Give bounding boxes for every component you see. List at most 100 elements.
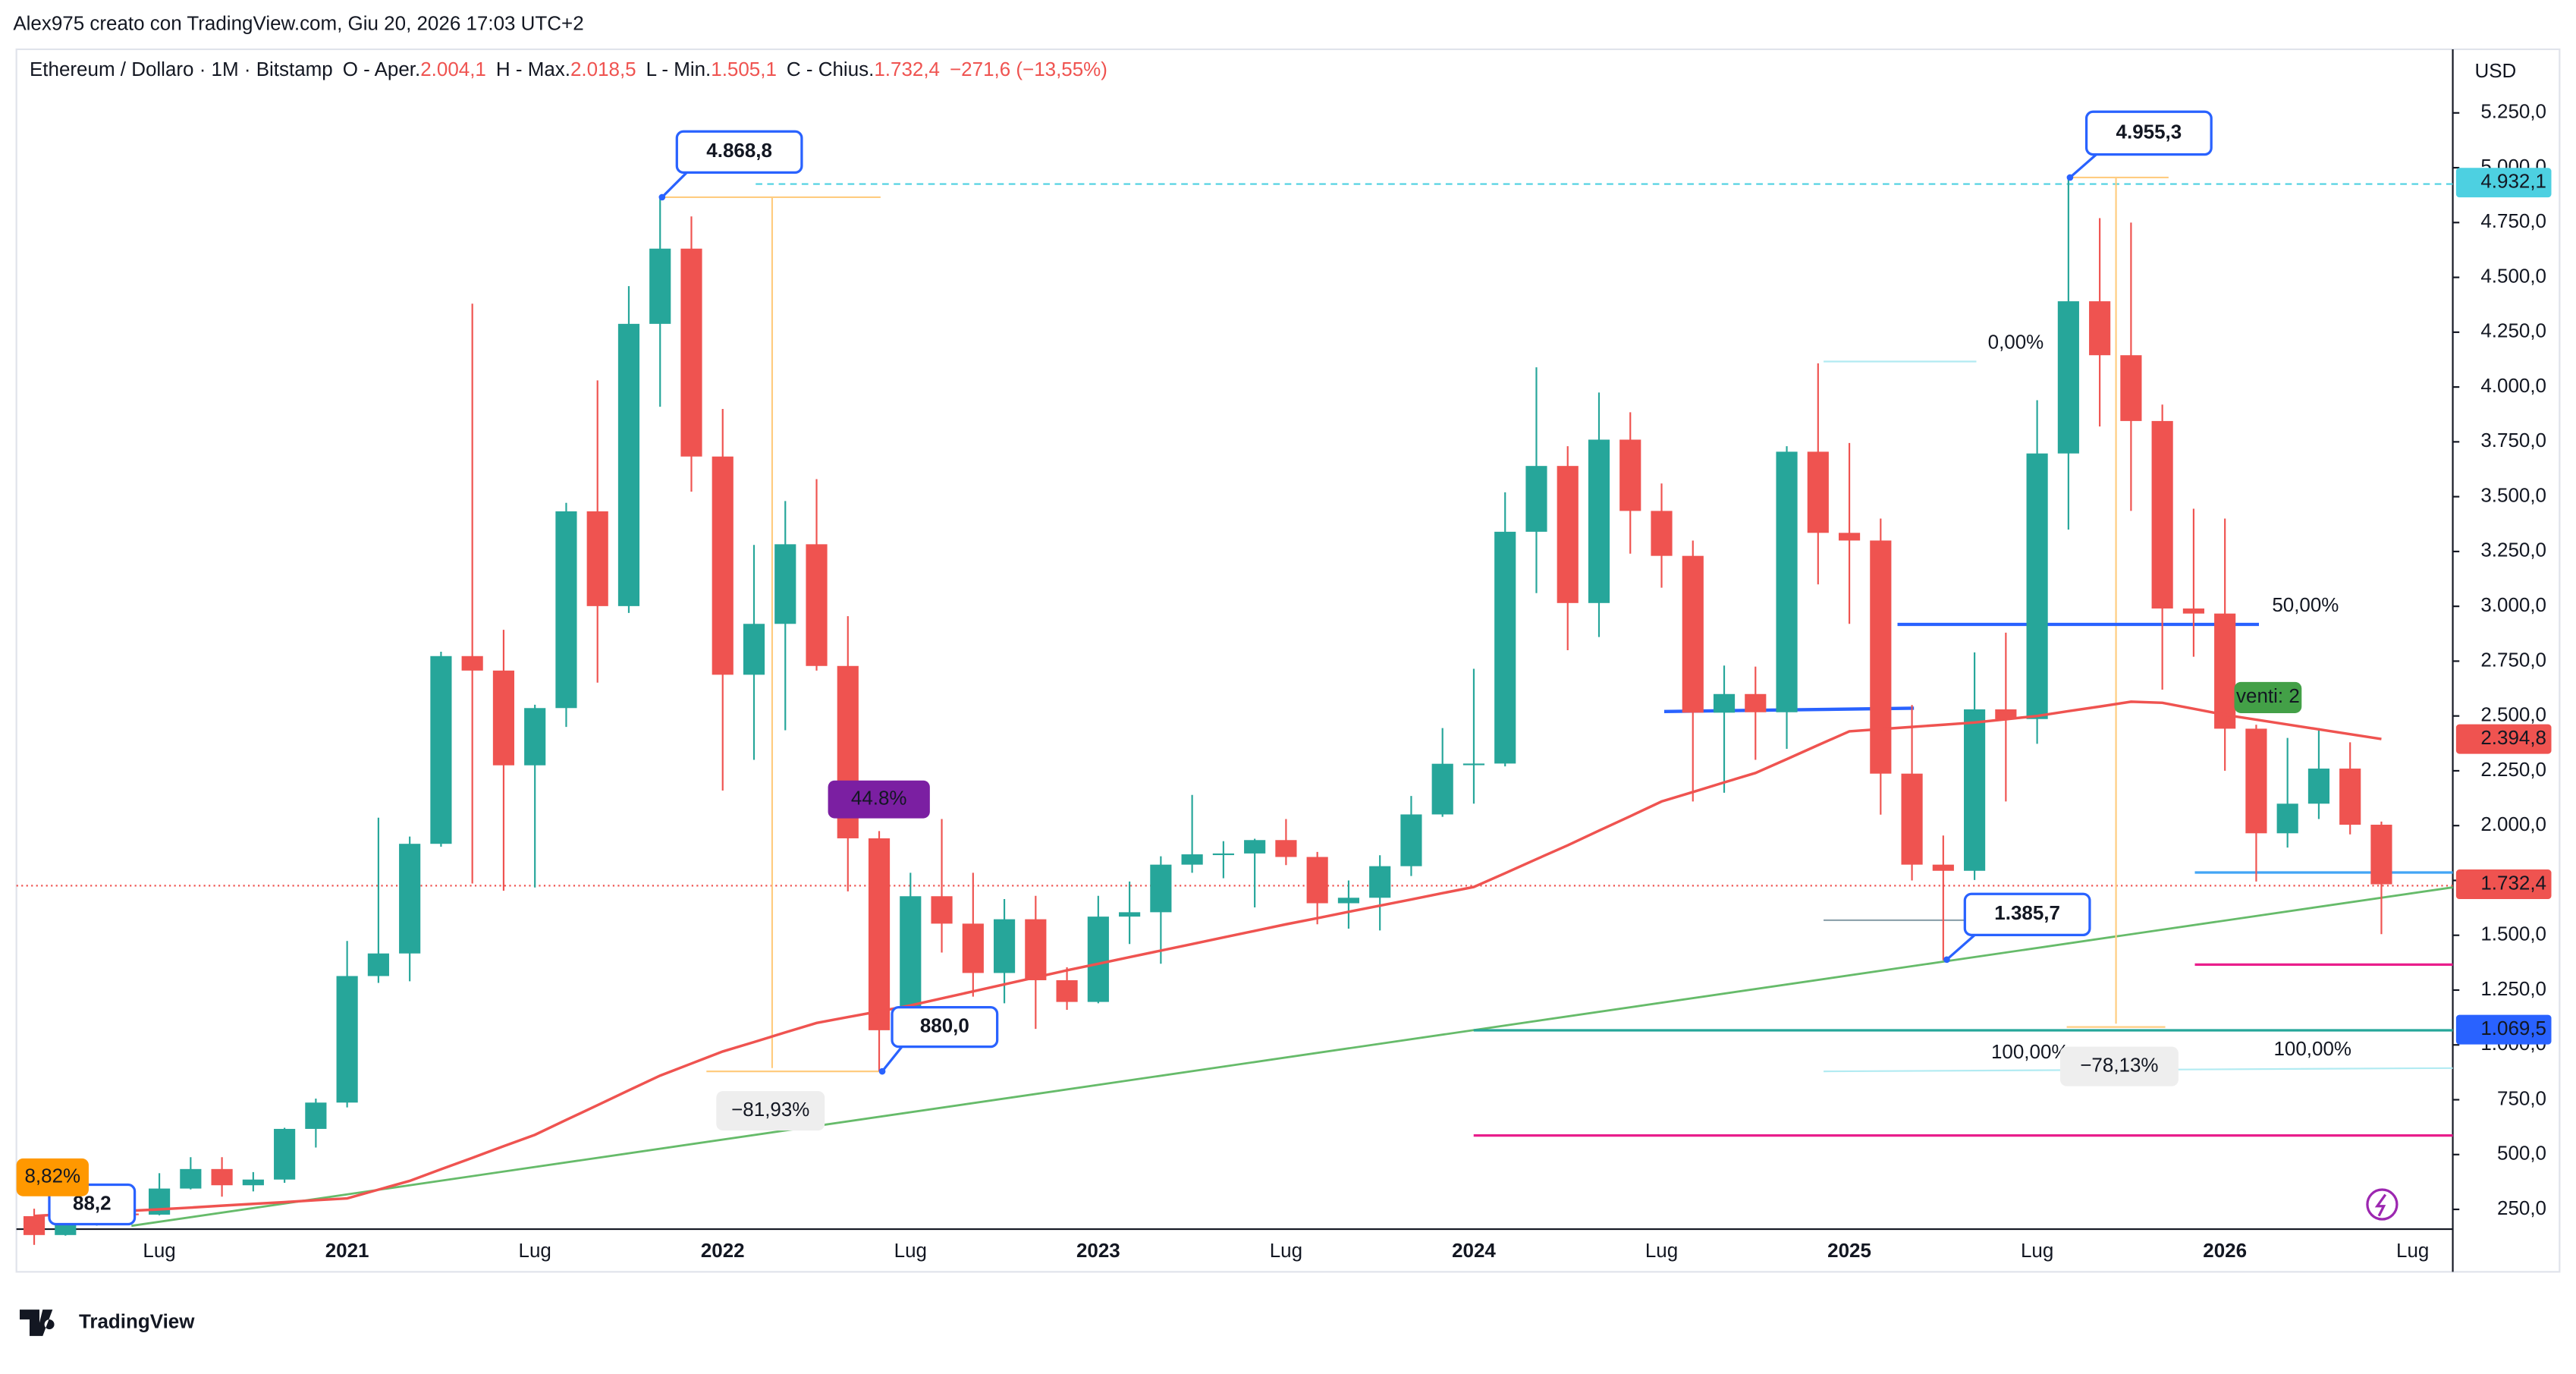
- candle-body: [680, 248, 702, 457]
- candle-body: [617, 323, 640, 606]
- candle-body: [1087, 917, 1109, 1002]
- annotation: 1.385,7: [1994, 901, 2060, 924]
- candle-body: [1557, 466, 1579, 603]
- annotation: 44.8%: [851, 787, 907, 810]
- ohlc-value: 1.732,4: [874, 58, 940, 80]
- y-tick-label: 500,0: [2497, 1142, 2546, 1165]
- price-tag: [2455, 724, 2552, 754]
- annotation-box: [891, 1006, 999, 1049]
- candle-body: [2370, 825, 2392, 885]
- event-icon-bolt: [2374, 1193, 2387, 1217]
- annotation-box: [675, 130, 803, 175]
- callout-pointer: [1946, 934, 1976, 961]
- candle-body: [1932, 864, 1954, 871]
- annotation: 4.868,8: [706, 139, 772, 162]
- candle-body: [774, 544, 796, 624]
- candle-body: [1807, 451, 1829, 533]
- candle-body: [586, 511, 608, 606]
- logo: [19, 1310, 55, 1336]
- annotation: 4.955,3: [2116, 120, 2182, 143]
- candle-body: [1337, 898, 1359, 904]
- candle-body: [2307, 769, 2330, 804]
- annotation: 50,00%: [2272, 593, 2339, 616]
- x-tick-label: Lug: [1270, 1239, 1302, 1262]
- annotation: −81,93%: [731, 1098, 809, 1121]
- x-tick-label: Lug: [519, 1239, 551, 1262]
- trend-line: [131, 886, 2453, 1228]
- callout-anchor: [878, 1067, 886, 1075]
- candle-body: [1651, 511, 1673, 556]
- candle-body: [492, 670, 515, 766]
- candle-body: [1838, 533, 1861, 541]
- candle-body: [2245, 728, 2267, 834]
- candle-body: [2057, 301, 2079, 454]
- event-icon[interactable]: [2366, 1188, 2399, 1221]
- y-tick-label: 2.250,0: [2480, 758, 2546, 781]
- candle-body: [868, 838, 891, 1030]
- annotation-box: [1963, 892, 2091, 936]
- annotation: 100,00%: [2273, 1037, 2351, 1060]
- candle-body: [2120, 355, 2142, 421]
- ohlc-value: 1.505,1: [711, 58, 777, 80]
- x-tick-label: 2026: [2203, 1239, 2247, 1262]
- candle-body: [1212, 853, 1234, 856]
- candle-body: [1462, 763, 1485, 766]
- candle-body: [2214, 613, 2236, 729]
- x-tick-label: 2024: [1452, 1239, 1496, 1262]
- y-tick-label: 4.000,0: [2480, 374, 2546, 397]
- y-tick-label: 5.250,0: [2480, 100, 2546, 123]
- callout-anchor: [658, 193, 666, 201]
- candle-body: [23, 1215, 46, 1235]
- candle-body: [649, 248, 671, 324]
- price-tag-label: 1.069,5: [2480, 1017, 2546, 1039]
- annotation: 0,00%: [1988, 331, 2044, 354]
- candle-body: [806, 544, 828, 666]
- price-tag-label: 1.732,4: [2480, 871, 2546, 894]
- candle-body: [1713, 693, 1736, 713]
- ohlc-value: 2.018,5: [570, 58, 636, 80]
- y-tick-label: 1.250,0: [2480, 977, 2546, 1000]
- y-tick-label: 2.750,0: [2480, 648, 2546, 671]
- x-tick-label: Lug: [143, 1239, 175, 1262]
- candle-body: [524, 708, 546, 766]
- symbol: Ethereum / Dollaro · 1M · Bitstamp: [30, 58, 333, 80]
- header: Ethereum / Dollaro · 1M · Bitstamp O - Ap…: [30, 58, 1107, 80]
- x-tick-label: Lug: [2021, 1239, 2053, 1262]
- annotation: 100,00%: [1991, 1040, 2069, 1063]
- candle-body: [1525, 466, 1547, 532]
- candle-body: [1119, 912, 1141, 917]
- change: −271,6 (−13,55%): [950, 58, 1107, 80]
- candle-body: [1431, 763, 1453, 815]
- candle-body: [2339, 769, 2361, 825]
- candle-body: [712, 456, 734, 675]
- candle-body: [1901, 773, 1923, 865]
- candle-body: [1776, 451, 1798, 712]
- callout-anchor: [2066, 174, 2074, 181]
- x-tick-label: 2025: [1827, 1239, 1871, 1262]
- candle-body: [1025, 919, 1047, 980]
- ohlc-label: H - Max.: [496, 58, 570, 80]
- candle-body: [555, 511, 577, 709]
- ohlc-label: L - Min.: [646, 58, 712, 80]
- annotation-box: [2234, 681, 2302, 713]
- x-tick-label: 2021: [325, 1239, 369, 1262]
- candle-body: [962, 923, 984, 973]
- ohlc-label: C - Chius.: [787, 58, 874, 80]
- annotation-box: [16, 1158, 89, 1196]
- candle-body: [2026, 453, 2048, 719]
- y-tick-label: 4.750,0: [2480, 209, 2546, 232]
- candle-body: [1369, 866, 1391, 898]
- candle-body: [367, 953, 389, 976]
- candle-body: [1400, 814, 1422, 866]
- frame: [15, 48, 2561, 1273]
- candle-body: [1494, 531, 1516, 764]
- callout-pointer: [881, 1045, 903, 1073]
- candle-body: [430, 656, 452, 844]
- annotation: −78,13%: [2080, 1053, 2158, 1076]
- callout-pointer: [661, 171, 688, 199]
- y-tick-label: 3.000,0: [2480, 593, 2546, 616]
- candle-body: [2276, 803, 2298, 834]
- candle-body: [211, 1168, 233, 1186]
